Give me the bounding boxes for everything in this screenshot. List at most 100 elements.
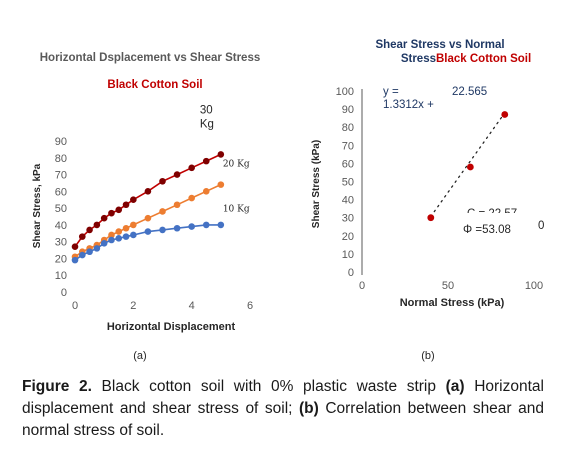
chart-a-x-tick-label: 0 bbox=[72, 300, 78, 312]
chart-a-data-point bbox=[122, 224, 130, 232]
chart-b-x-ticks: 0 50 100 bbox=[359, 280, 543, 292]
chart-a-data-point bbox=[173, 224, 181, 232]
chart-a-y-tick-label: 70 bbox=[55, 170, 67, 182]
chart-a-data-point bbox=[78, 251, 86, 259]
series-label-30kg-line-2: Kg bbox=[200, 118, 214, 130]
chart-a-x-axis-label: Horizontal Displacement bbox=[107, 321, 236, 333]
chart-b-data-point bbox=[501, 111, 509, 118]
series-label-30kg-line-1: 30 bbox=[200, 104, 213, 116]
chart-b-x-tick-label: 50 bbox=[442, 280, 454, 292]
chart-a-data-point bbox=[86, 248, 93, 256]
chart-a-data-point bbox=[144, 214, 152, 222]
chart-a-x-tick-label: 4 bbox=[189, 300, 195, 312]
chart-a-data-point bbox=[115, 235, 123, 242]
chart-a-data-point bbox=[115, 206, 123, 214]
chart-a-y-ticks: 0 10 20 30 40 50 60 70 80 90 bbox=[55, 136, 67, 299]
equation-value: 22.565 bbox=[452, 86, 487, 98]
friction-degree-superscript: 0 bbox=[538, 220, 544, 232]
chart-a-data-point bbox=[159, 226, 166, 234]
chart-b-y-tick-label: 20 bbox=[342, 231, 354, 243]
chart-a-data-point bbox=[122, 233, 130, 240]
chart-a-y-tick-label: 30 bbox=[55, 237, 67, 249]
chart-a-data-point bbox=[130, 196, 137, 204]
chart-b-y-ticks: 0 10 20 30 40 50 60 70 80 90 100 bbox=[336, 86, 354, 279]
equation-line-2: 1.3312x + bbox=[383, 99, 434, 111]
chart-b-y-tick-label: 50 bbox=[342, 177, 354, 189]
caption-text-2: Horizontal displacement and shear stress… bbox=[22, 378, 544, 417]
chart-a-data-point bbox=[108, 236, 115, 244]
chart-b-data-point bbox=[466, 163, 474, 171]
chart-a-data-point bbox=[202, 188, 210, 195]
chart-a-data-point bbox=[130, 221, 137, 229]
chart-a-data-point bbox=[188, 194, 195, 202]
figure-panels: Horizontal Dsplacement vs Shear Stress B… bbox=[32, 39, 544, 362]
chart-b-y-tick-label: 0 bbox=[348, 267, 354, 279]
chart-a-data-point bbox=[217, 151, 225, 158]
chart-b-title-line-2: Stress bbox=[401, 53, 436, 65]
chart-b-y-tick-label: 100 bbox=[336, 86, 354, 98]
chart-a-data-point bbox=[144, 228, 152, 235]
equation-line-1: y = bbox=[383, 86, 399, 98]
chart-a-series bbox=[71, 151, 225, 264]
chart-b-x-tick-label: 100 bbox=[525, 280, 543, 292]
chart-a-panel-label: (a) bbox=[133, 350, 146, 362]
chart-a-data-point bbox=[93, 245, 101, 252]
chart-b-panel-label: (b) bbox=[421, 350, 434, 362]
chart-a-y-tick-label: 40 bbox=[55, 220, 67, 232]
caption-text-1: Black cotton soil with 0% plastic waste … bbox=[91, 378, 446, 395]
chart-a-y-tick-label: 0 bbox=[61, 287, 67, 299]
series-label-10kg: 10 Kg bbox=[223, 205, 250, 215]
chart-b-points bbox=[427, 111, 509, 222]
chart-b-y-tick-label: 70 bbox=[342, 140, 354, 152]
chart-a-y-tick-label: 50 bbox=[55, 203, 67, 215]
chart-a-y-tick-label: 20 bbox=[55, 253, 67, 265]
chart-a-y-tick-label: 10 bbox=[55, 270, 67, 282]
chart-b: Shear Stress vs Normal Stress Black Cott… bbox=[311, 39, 544, 362]
chart-a-data-point bbox=[115, 228, 123, 235]
friction-angle-label: Φ =53.08 bbox=[463, 224, 511, 236]
chart-b-x-axis-label: Normal Stress (kPa) bbox=[400, 297, 505, 309]
chart-a-subtitle: Black Cotton Soil bbox=[107, 79, 202, 91]
chart-b-x-tick-label: 0 bbox=[359, 280, 365, 292]
chart-a-data-point bbox=[202, 157, 210, 165]
chart-a-x-tick-label: 6 bbox=[247, 300, 253, 312]
chart-a-y-axis-label: Shear Stress, kPa bbox=[32, 163, 43, 248]
caption-figure-label: Figure 2. bbox=[22, 378, 92, 395]
chart-a-data-point bbox=[173, 171, 181, 178]
chart-a-data-point bbox=[217, 221, 225, 229]
chart-a-data-point bbox=[130, 231, 137, 239]
chart-b-y-tick-label: 90 bbox=[342, 104, 354, 116]
chart-a-data-point bbox=[108, 209, 115, 217]
chart-a-y-tick-label: 80 bbox=[55, 153, 67, 165]
chart-a-series-labels: 30 Kg 20 Kg 10 Kg bbox=[200, 104, 250, 214]
series-label-20kg: 20 Kg bbox=[223, 159, 250, 169]
chart-a-data-point bbox=[202, 221, 210, 229]
figure-caption: Figure 2. Black cotton soil with 0% plas… bbox=[22, 376, 544, 442]
caption-label-b: (b) bbox=[299, 400, 319, 417]
chart-b-y-tick-label: 80 bbox=[342, 122, 354, 134]
chart-a-data-point bbox=[159, 177, 166, 185]
chart-a-data-point bbox=[100, 240, 108, 247]
chart-a-data-point bbox=[159, 208, 166, 215]
chart-b-data-point bbox=[427, 214, 435, 222]
chart-a-x-ticks: 0 2 4 6 bbox=[72, 300, 253, 312]
chart-a-data-point bbox=[144, 188, 152, 195]
chart-b-subtitle: Black Cotton Soil bbox=[436, 53, 531, 65]
chart-b-y-tick-label: 10 bbox=[342, 249, 354, 261]
chart-a-data-point bbox=[78, 233, 86, 240]
chart-b-y-tick-label: 40 bbox=[342, 195, 354, 207]
caption-text-3: Correlation between shear and normal str… bbox=[22, 400, 544, 439]
caption-label-a: (a) bbox=[445, 378, 465, 395]
chart-a-y-tick-label: 90 bbox=[55, 136, 67, 148]
chart-b-y-tick-label: 60 bbox=[342, 158, 354, 170]
chart-a-data-point bbox=[86, 226, 93, 234]
chart-b-y-axis-label: Shear Stress (kPa) bbox=[311, 140, 322, 228]
chart-b-trendline bbox=[430, 112, 506, 218]
chart-a-data-point bbox=[93, 221, 101, 229]
chart-a-title-line-1: Horizontal Dsplacement vs Shear Stress bbox=[40, 52, 261, 64]
chart-b-y-tick-label: 30 bbox=[342, 213, 354, 225]
chart-a-data-point bbox=[122, 201, 130, 209]
cohesion-label: C = 22.57 bbox=[467, 208, 517, 220]
chart-a-data-point bbox=[71, 243, 79, 250]
chart-b-trendline-line bbox=[430, 112, 506, 218]
